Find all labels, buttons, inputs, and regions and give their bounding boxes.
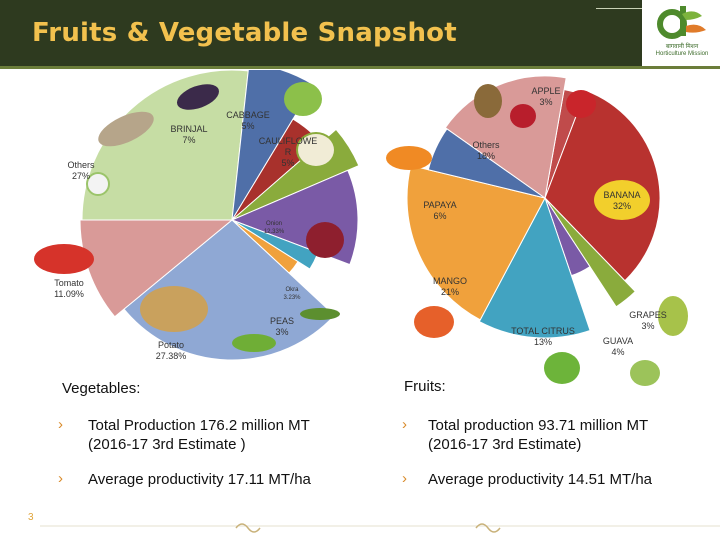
potato-image	[140, 286, 208, 332]
logo-emblem-icon	[657, 6, 706, 39]
mission-logo: बागवानी मिशन Horticulture Mission	[642, 0, 720, 66]
header-bar	[0, 0, 720, 66]
pie-slice-others	[81, 70, 249, 221]
pie-slice-total-citrus	[478, 196, 591, 339]
label-grapes: GRAPES 3%	[629, 310, 667, 331]
label-citrus: TOTAL CITRUS 13%	[511, 326, 575, 347]
logo-divider	[596, 8, 642, 9]
label-onion: Onion 12.33%	[263, 221, 285, 235]
bullet-marker-icon: ›	[402, 470, 407, 487]
header-underline	[0, 66, 720, 69]
label-others-fruit: Others 18%	[472, 140, 500, 161]
okra-image	[300, 308, 340, 320]
mango-image	[414, 306, 454, 338]
footer-ornament	[40, 523, 720, 533]
label-cabbage: CABBAGE 5%	[226, 110, 270, 131]
slide-title: Fruits & Vegetable Snapshot	[32, 18, 457, 48]
label-okra: Okra 3.23%	[283, 287, 301, 301]
label-brinjal: BRINJAL 7%	[170, 124, 208, 145]
label-mango: MANGO 21%	[432, 276, 467, 297]
label-banana: BANANA 32%	[603, 190, 641, 211]
label-apple: APPLE 3%	[531, 86, 561, 107]
logo-text-hindi: बागवानी मिशन	[665, 44, 699, 50]
fruits-heading: Fruits:	[404, 378, 446, 395]
label-potato: Potato 27.38%	[155, 340, 187, 361]
pie-charts	[79, 70, 661, 361]
cauliflower-image	[296, 132, 336, 168]
onion-image	[306, 222, 344, 258]
banana-image	[594, 180, 650, 220]
fruits-bullet-production: Total production 93.71 million MT (2016-…	[428, 417, 649, 453]
radish-image	[86, 172, 110, 196]
bullet-marker-icon: ›	[58, 416, 63, 433]
logo-text-english: Horticulture Mission	[655, 51, 709, 57]
lime-image	[544, 352, 580, 384]
apple-image	[566, 90, 596, 118]
tomato-image	[34, 244, 94, 274]
pomegranate-image	[510, 104, 536, 128]
guava-image	[630, 360, 660, 386]
label-peas: PEAS 3%	[269, 316, 294, 337]
bullet-marker-icon: ›	[402, 416, 407, 433]
sapota-image	[474, 84, 502, 118]
vegetables-bullet-production: Total Production 176.2 million MT (2016-…	[88, 417, 310, 453]
label-others-veg: Others 27%	[67, 160, 95, 181]
papaya-image	[386, 146, 432, 170]
page-number: 3	[28, 512, 34, 523]
label-papaya: PAPAYA 6%	[423, 200, 457, 221]
label-tomato: Tomato 11.09%	[54, 278, 84, 299]
pie-slice-mango	[406, 164, 546, 321]
label-guava: GUAVA 4%	[602, 336, 634, 357]
peas-image	[232, 334, 276, 352]
cabbage-image	[284, 82, 322, 116]
pie-slice-grapes	[544, 197, 637, 308]
grapes-image	[658, 296, 688, 336]
pie-slice-tomato	[79, 219, 234, 318]
vegetables-bullet-productivity: Average productivity 17.11 MT/ha	[88, 471, 311, 488]
bullet-marker-icon: ›	[58, 470, 63, 487]
label-cauliflower: CAULIFLOWE R 5%	[258, 136, 318, 168]
vegetables-heading: Vegetables:	[62, 380, 141, 397]
fruits-bullet-productivity: Average productivity 14.51 MT/ha	[428, 471, 653, 488]
